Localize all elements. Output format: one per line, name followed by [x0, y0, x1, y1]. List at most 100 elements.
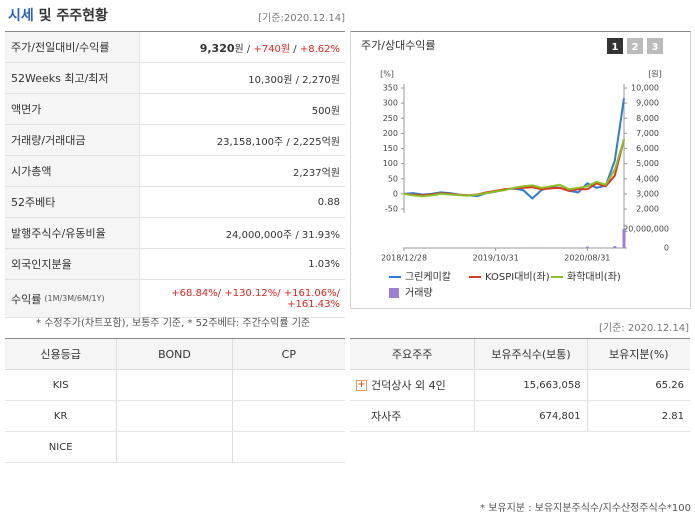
- header-cell: 보유지분(%): [586, 339, 690, 369]
- volume-bar: [613, 246, 617, 248]
- quote-row: 거래량/거래대금 23,158,100주 / 2,225억원: [5, 125, 345, 156]
- base-date: [기준:2020.12.14]: [258, 13, 345, 24]
- holder-name-cell: 자사주: [350, 401, 474, 431]
- quote-value: 1.03%: [140, 249, 345, 279]
- y2-tick-label: 8,000: [636, 114, 659, 123]
- y2-tick-label: 10,000: [631, 84, 659, 93]
- legend-label: 화학대비(좌): [567, 271, 621, 283]
- agency-cell: KIS: [52, 379, 69, 391]
- quote-row: 수익률 (1M/3M/6M/1Y) +68.84%/ +130.12%/ +161.…: [5, 280, 345, 318]
- label-text: 52Weeks 최고/최저: [11, 72, 109, 85]
- credit-row: KIS: [5, 370, 345, 401]
- table-header: 신용등급 BOND CP: [5, 339, 345, 370]
- page-button[interactable]: [647, 38, 663, 54]
- quote-value: 10,300원 / 2,270원: [140, 63, 345, 93]
- quote-label: 수익률 (1M/3M/6M/1Y): [5, 280, 140, 317]
- label-text: 발행주식수/유동비율: [11, 227, 106, 240]
- volume-bar: [622, 229, 626, 248]
- header-cell: CP: [231, 339, 345, 369]
- value-line: +161.43%: [287, 299, 340, 310]
- value-text: 9,320: [199, 41, 235, 55]
- header-cell: 주요주주: [391, 348, 433, 361]
- page-button-label: 1: [612, 42, 619, 53]
- quote-row: 외국인지분율 1.03%: [5, 249, 345, 280]
- y-tick-label: 200: [383, 129, 398, 138]
- y-tick-label: 250: [383, 114, 398, 123]
- agency-cell: NICE: [48, 441, 73, 453]
- holder-name: 건덕상사 외 4인: [371, 379, 446, 392]
- y2-unit: [원]: [648, 70, 662, 79]
- holder-shares: 15,663,058: [474, 370, 586, 400]
- quote-label: 발행주식수/유동비율: [5, 218, 140, 248]
- holder-name: 자사주: [371, 410, 402, 423]
- value-text: +8.62%: [299, 43, 340, 55]
- value-line: +68.84%/ +130.12%/ +161.06%/: [171, 288, 340, 299]
- holder-row: + 건덕상사 외 4인 15,663,058 65.26: [350, 370, 690, 401]
- section-title: 시세 및 주주현황: [8, 5, 108, 25]
- y-tick-label: 0: [393, 189, 398, 198]
- y-tick-label: -50: [385, 205, 398, 214]
- legend-swatch: [389, 288, 399, 298]
- x-tick-label: 2019/10/31: [473, 254, 519, 263]
- value-line: 24,000,000주 / 31.93%: [226, 226, 340, 241]
- page-button-label: 2: [632, 42, 639, 53]
- holder-date: [기준: 2020.12.14]: [598, 323, 689, 334]
- holder-table: 주요주주 보유주식수(보통) 보유지분(%) + 건덕상사 외 4인 15,663,058…: [350, 338, 690, 432]
- value-text: 0.88: [317, 196, 340, 208]
- quote-value: +68.84%/ +130.12%/ +161.06%/+161.43%: [140, 280, 345, 317]
- empty-cell: [231, 370, 345, 400]
- header-cell: 보유주식수(보통): [474, 339, 586, 369]
- y2-tick-label: 7,000: [636, 129, 659, 138]
- page-button[interactable]: [627, 38, 643, 54]
- volume-bar: [585, 246, 589, 248]
- chart-title: 주가/상대수익률: [361, 39, 436, 52]
- value-text: +161.43%: [287, 298, 340, 310]
- quote-value: 24,000,000주 / 31.93%: [140, 218, 345, 248]
- y2-tick-label: 3,000: [636, 189, 659, 198]
- value-text: 500원: [311, 105, 340, 117]
- page-button[interactable]: [607, 38, 623, 54]
- y2-tick-label: 4,000: [636, 174, 659, 183]
- legend-label: 거래량: [405, 287, 433, 299]
- y-tick-label: 50: [388, 174, 398, 183]
- title-highlight: 시세: [8, 8, 34, 24]
- quote-value: 23,158,100주 / 2,225억원: [140, 125, 345, 155]
- header-cell: 신용등급: [40, 348, 81, 361]
- y2-tick-label: 6,000: [636, 144, 659, 153]
- label-text: 거래량/거래대금: [11, 134, 86, 147]
- value-text: 2,237억원: [292, 167, 340, 179]
- volume-tick-label: 20,000,000: [623, 225, 669, 234]
- quote-value: 500원: [140, 94, 345, 124]
- y-tick-label: 100: [383, 159, 398, 168]
- value-text: +68.84%/ +130.12%/ +161.06%/: [171, 287, 340, 299]
- quote-footnote: * 수정주가(차트포함), 보통주 기준, * 52주베타: 주간수익률 기준: [36, 318, 311, 329]
- label-text: 수익률: [11, 292, 42, 306]
- legend-label: 그린케미칼: [405, 270, 451, 283]
- empty-cell: [116, 370, 231, 400]
- empty-cell: [116, 432, 231, 462]
- holder-ratio: 2.81: [586, 401, 690, 431]
- y2-tick-label: 5,000: [636, 159, 659, 168]
- page-button-label: 3: [652, 42, 659, 53]
- y-tick-label: 300: [383, 99, 398, 108]
- quote-value: 0.88: [140, 187, 345, 217]
- expand-icon[interactable]: +: [356, 379, 367, 391]
- chart: 주가/상대수익률 1 2 3 [%] [원] 350 300 250 200 150 100 50 0 -…: [361, 38, 669, 299]
- holder-row: 자사주 674,801 2.81: [350, 401, 690, 432]
- value-text: 1.03%: [308, 258, 340, 270]
- label-text: 52주베타: [11, 196, 56, 209]
- value-line: 1.03%: [308, 259, 340, 270]
- quote-label: 거래량/거래대금: [5, 125, 140, 155]
- empty-cell: [116, 401, 231, 431]
- value-line: 23,158,100주 / 2,225억원: [217, 133, 340, 148]
- label-text: 주가/전일대비/수익률: [11, 41, 110, 54]
- holder-footnote: * 보유지분 : 보유지분주식수/지수산정주식수*100: [480, 503, 691, 514]
- value-line: 500원: [312, 102, 340, 117]
- table-header: 주요주주 보유주식수(보통) 보유지분(%): [350, 339, 690, 370]
- holder-name-cell: + 건덕상사 외 4인: [350, 370, 474, 400]
- quote-label: 52주베타: [5, 187, 140, 217]
- chart-panel: 주가/상대수익률 1 2 3 [%] [원] 350 300 250 200 150 100 50 0 -…: [350, 31, 691, 309]
- y-tick-label: 350: [383, 84, 398, 93]
- value-text: 원 /: [234, 43, 254, 55]
- quote-row: 주가/전일대비/수익률 9,320원 / +740원 / +8.62%: [5, 32, 345, 63]
